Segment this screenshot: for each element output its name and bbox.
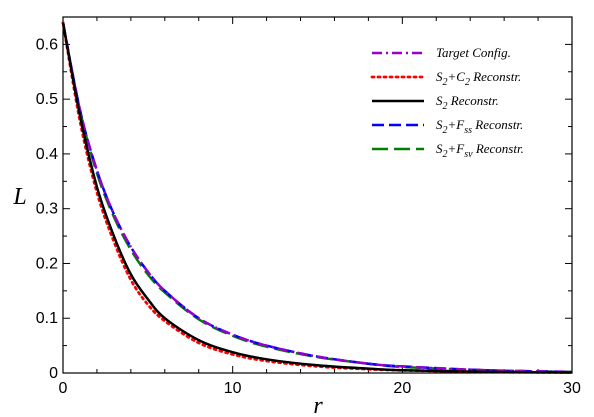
legend-label: Target Config. bbox=[436, 45, 511, 60]
legend-label: S2 Reconstr. bbox=[436, 93, 499, 112]
series-line-1 bbox=[61, 21, 574, 374]
legend-label: S2+C2 Reconstr. bbox=[436, 69, 521, 88]
plot-border bbox=[62, 16, 573, 374]
legend-label: S2+Fss Reconstr. bbox=[436, 117, 523, 136]
y-tick-label: 0.1 bbox=[36, 310, 58, 327]
legend-label: S2+Fsv Reconstr. bbox=[436, 141, 524, 160]
series-line-2 bbox=[61, 22, 573, 374]
series-line-0 bbox=[61, 22, 573, 374]
y-tick-label: 0.2 bbox=[36, 255, 58, 272]
legend: Target Config. S2+C2 Reconstr. S2 Reconstr… bbox=[370, 45, 524, 160]
y-tick-label: 0.4 bbox=[36, 146, 58, 163]
y-axis-label: L bbox=[12, 184, 26, 210]
x-tick-label: 10 bbox=[224, 380, 242, 397]
y-tick-label: 0.3 bbox=[36, 201, 58, 218]
x-tick-label: 20 bbox=[393, 380, 411, 397]
y-tick-label: 0.6 bbox=[36, 36, 58, 53]
series-lines bbox=[61, 21, 574, 374]
x-axis-label: r bbox=[313, 393, 323, 417]
y-tick-label: 0 bbox=[49, 365, 58, 382]
x-tick-label: 0 bbox=[59, 380, 68, 397]
plot-frame bbox=[62, 16, 573, 374]
x-tick-label: 30 bbox=[563, 380, 581, 397]
y-tick-label: 0.5 bbox=[36, 91, 58, 108]
axis-ticks: 0 10 20 30 0 0.1 0.2 0.3 0.4 0.5 0.6 bbox=[36, 16, 581, 397]
